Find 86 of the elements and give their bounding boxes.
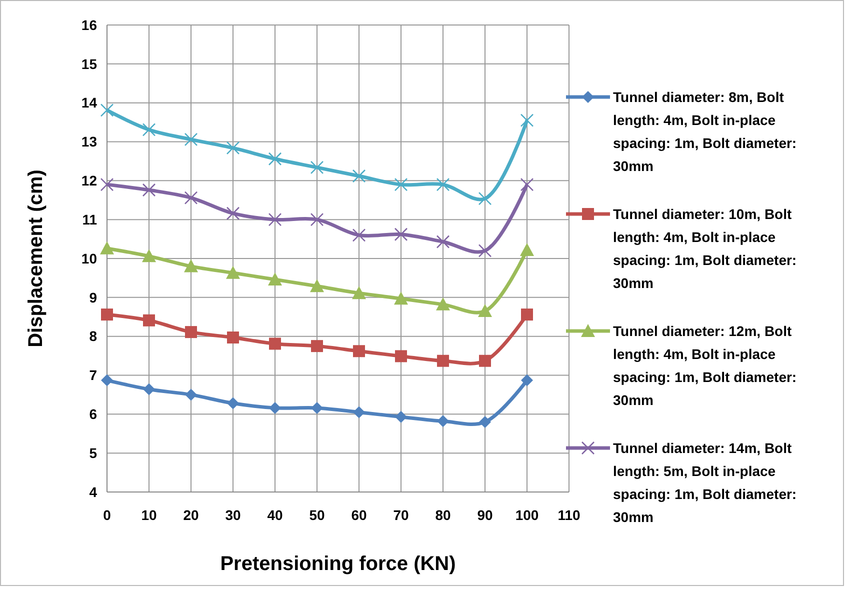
- y-tick-label: 5: [89, 444, 98, 461]
- point: [184, 191, 198, 204]
- point: [520, 114, 534, 127]
- point: [227, 332, 239, 344]
- y-tick-label: 4: [89, 484, 98, 500]
- point: [184, 259, 198, 272]
- point: [436, 178, 450, 192]
- point: [310, 212, 324, 226]
- y-tick-label: 14: [81, 94, 98, 111]
- point: [479, 354, 491, 367]
- x-tick-label: 90: [477, 507, 493, 523]
- point: [394, 228, 408, 242]
- point: [268, 152, 282, 166]
- point: [436, 235, 450, 248]
- point: [437, 415, 449, 428]
- point: [268, 212, 282, 226]
- point: [185, 326, 197, 338]
- point: [352, 228, 366, 242]
- point: [520, 178, 534, 192]
- x-tick-label: 60: [351, 507, 367, 523]
- point: [101, 308, 113, 321]
- legend-label: Tunnel diameter: 10m, Bolt length: 4m, Bolt in-place spacing: 1m, Bolt diameter: 30mm: [613, 206, 797, 291]
- point: [521, 374, 533, 386]
- point: [395, 350, 407, 362]
- point: [100, 104, 114, 117]
- point: [395, 410, 407, 423]
- point: [394, 292, 408, 305]
- point: [143, 383, 155, 396]
- point: [269, 402, 281, 414]
- point: [142, 183, 156, 197]
- point: [226, 141, 240, 155]
- point: [142, 249, 156, 262]
- point: [269, 338, 281, 350]
- point: [353, 345, 365, 358]
- y-tick-label: 6: [89, 406, 98, 422]
- x-tick-label: 0: [103, 507, 112, 523]
- point: [353, 406, 365, 418]
- point: [352, 169, 366, 183]
- legend-label: Tunnel diameter: 8m, Bolt length: 4m, Bolt in-place spacing: 1m, Bolt diameter: 30mm: [613, 88, 797, 174]
- y-tick-label: 11: [82, 211, 98, 228]
- y-tick-label: 10: [81, 250, 98, 266]
- y-tick-label: 15: [81, 56, 98, 72]
- point: [436, 297, 450, 310]
- x-tick-label: 110: [558, 507, 581, 523]
- point: [352, 286, 366, 300]
- x-tick-label: 40: [267, 507, 283, 523]
- x-tick-label: 50: [309, 507, 325, 523]
- x-tick-label: 70: [393, 507, 409, 523]
- point: [394, 178, 408, 192]
- x-tick-label: 10: [141, 507, 157, 523]
- y-tick-label: 12: [81, 172, 98, 189]
- y-tick-label: 13: [81, 134, 98, 150]
- y-tick-label: 7: [89, 367, 98, 384]
- legend-label: Tunnel diameter: 14m, Bolt length: 5m, Bolt in-place spacing: 1m, Bolt diameter: 30mm: [613, 440, 797, 525]
- y-tick-label: 8: [89, 328, 98, 344]
- point: [101, 374, 113, 386]
- x-tick-label: 80: [435, 507, 451, 523]
- point: [520, 242, 534, 256]
- y-tick-label: 16: [81, 16, 98, 33]
- point: [100, 178, 114, 192]
- point: [479, 416, 491, 428]
- point: [143, 314, 155, 326]
- y-tick-label: 9: [89, 289, 98, 306]
- x-axis-title: Pretensioning force (KN): [220, 553, 456, 575]
- point: [227, 397, 239, 410]
- point: [185, 388, 197, 401]
- point: [310, 279, 324, 292]
- y-axis-title: Displacement (cm): [25, 170, 47, 348]
- point: [226, 266, 240, 279]
- x-tick-label: 100: [515, 507, 539, 523]
- point: [310, 160, 324, 174]
- point: [226, 206, 240, 220]
- point: [311, 340, 323, 352]
- point: [478, 244, 492, 258]
- point: [437, 354, 449, 367]
- point: [521, 308, 533, 321]
- point: [311, 402, 323, 414]
- legend-label: Tunnel diameter: 12m, Bolt length: 4m, Bolt in-place spacing: 1m, Bolt diameter: 30mm: [613, 322, 797, 408]
- point: [268, 272, 282, 286]
- point: [478, 304, 492, 318]
- x-tick-label: 20: [183, 507, 199, 523]
- point: [478, 192, 492, 206]
- point: [184, 132, 198, 146]
- point: [142, 123, 156, 136]
- x-tick-label: 30: [225, 507, 241, 523]
- point: [100, 241, 114, 254]
